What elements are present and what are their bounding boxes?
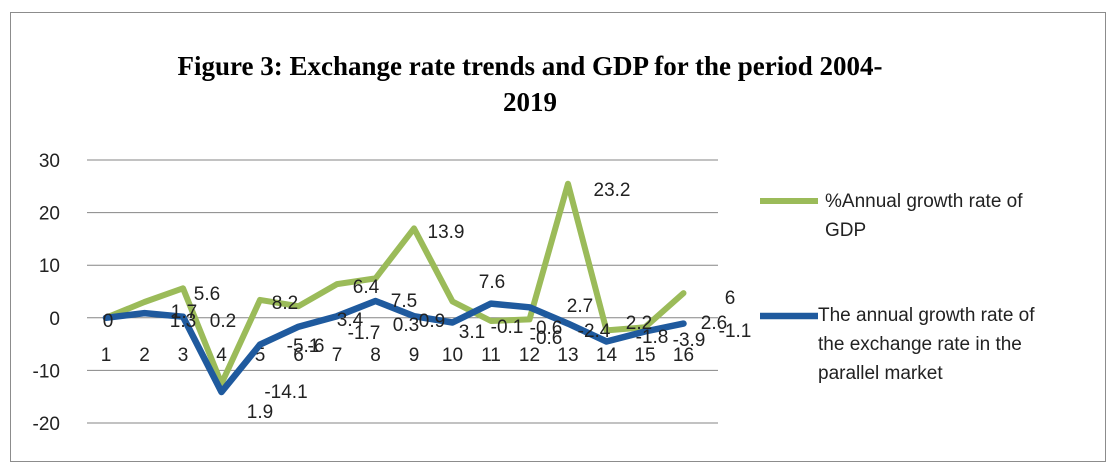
x-tick-label: 11 [481, 345, 501, 366]
data-label-extra: 2.6 [701, 313, 727, 334]
x-tick-label: 15 [634, 345, 655, 366]
data-label-gdp: 23.2 [594, 180, 631, 201]
data-label-gdp: 6.4 [353, 277, 380, 298]
data-label-gdp: 1.9 [247, 402, 273, 423]
legend-exchange-line-1: The annual growth rate of [818, 305, 1035, 326]
data-label-exchange: -0.1 [491, 317, 524, 338]
data-label-exchange: 0.3 [393, 315, 419, 336]
legend-gdp-line-2: GDP [825, 220, 867, 241]
x-tick-label: 2 [139, 345, 150, 366]
y-tick-label: -10 [33, 361, 60, 382]
data-label-exchange: -1.1 [719, 321, 752, 342]
data-label-gdp: -0.6 [530, 328, 563, 349]
data-label-exchange: 1.3 [170, 311, 196, 332]
y-tick-label: 30 [39, 151, 60, 172]
data-label-gdp: 5.6 [194, 284, 220, 305]
x-tick-label: 3 [178, 345, 189, 366]
legend-label-exchange: The annual growth rate of the exchange r… [818, 301, 1035, 388]
data-label-extra: 1.7 [171, 302, 197, 323]
data-label-gdp: 2.2 [626, 313, 652, 334]
x-tick-label: 16 [673, 345, 694, 366]
series-line-gdp [103, 180, 687, 387]
data-label-exchange: -1.7 [348, 323, 381, 344]
data-label-gdp: 3.1 [459, 322, 485, 343]
data-label-exchange: -0.6 [530, 318, 563, 339]
x-tick-label: 10 [442, 345, 463, 366]
x-tick-label: 5 [255, 345, 266, 366]
y-tick-label: 20 [39, 204, 60, 225]
y-tick-label: -20 [33, 414, 60, 435]
x-tick-label: 14 [596, 345, 618, 366]
chart-title: Figure 3: Exchange rate trends and GDP f… [110, 48, 950, 120]
data-label-gdp: 7.6 [479, 272, 505, 293]
legend-exchange-line-3: parallel market [818, 363, 943, 384]
legend-label-gdp: %Annual growth rate of GDP [825, 187, 1023, 245]
data-label-gdp: 7.5 [391, 291, 417, 312]
series-line-exchange [102, 297, 687, 396]
chart-title-line-1: Figure 3: Exchange rate trends and GDP f… [177, 51, 883, 81]
data-label-exchange: -5.1 [287, 336, 320, 357]
data-label-gdp: 0 [103, 311, 114, 332]
x-tick-label: 6 [293, 345, 304, 366]
x-tick-label: 12 [519, 345, 540, 366]
data-label-exchange: 0.2 [210, 311, 236, 332]
x-tick-label: 4 [216, 345, 227, 366]
data-label-exchange: 3.4 [337, 310, 364, 331]
x-tick-label: 1 [101, 345, 112, 366]
data-label-gdp: 13.9 [428, 222, 465, 243]
data-label-exchange: -14.1 [264, 382, 307, 403]
y-tick-label: 0 [49, 309, 60, 330]
data-label-gdp: 6 [725, 288, 736, 309]
x-tick-label: 9 [409, 345, 420, 366]
data-label-exchange: 2.7 [567, 296, 593, 317]
y-tick-label: 10 [39, 256, 60, 277]
data-label-exchange: -2.4 [578, 321, 611, 342]
data-label-exchange: 0.9 [419, 311, 445, 332]
x-tick-label: 13 [557, 345, 578, 366]
x-tick-label: 7 [332, 345, 343, 366]
x-tick-label: 8 [370, 345, 381, 366]
data-label-extra: -6 [308, 336, 325, 357]
legend-gdp-line-1: %Annual growth rate of [825, 191, 1023, 212]
legend-exchange-line-2: the exchange rate in the [818, 334, 1022, 355]
chart-title-line-2: 2019 [503, 87, 557, 117]
data-label-gdp: 8.2 [272, 293, 298, 314]
data-label-gdp: -1.8 [636, 327, 669, 348]
data-label-exchange: -3.9 [673, 330, 706, 351]
